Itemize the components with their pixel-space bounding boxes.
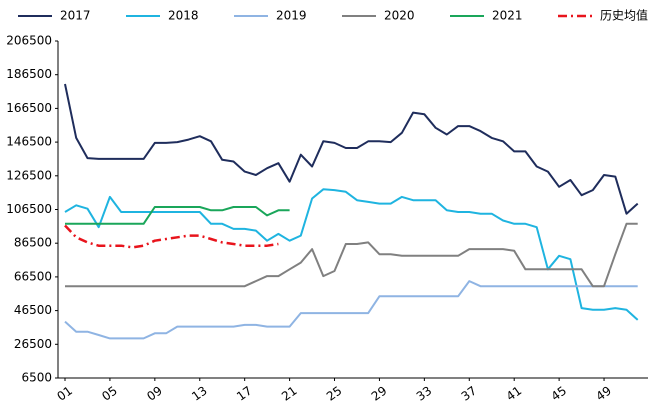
y-tick-label: 206500 [6, 34, 52, 48]
x-tick-label: 29 [369, 383, 390, 403]
x-tick-label: 13 [189, 383, 210, 403]
x-tick-label: 25 [324, 383, 345, 403]
y-tick-label: 106500 [6, 202, 52, 216]
x-tick-label: 01 [54, 383, 75, 403]
legend-label: 2018 [168, 9, 199, 23]
legend-label: 2019 [276, 9, 307, 23]
x-tick-label: 09 [144, 383, 165, 403]
x-tick-label: 33 [414, 383, 435, 403]
legend-label: 历史均值 [600, 8, 648, 23]
x-tick-label: 45 [549, 383, 570, 403]
y-tick-label: 46500 [14, 303, 52, 317]
x-tick-label: 37 [459, 383, 480, 403]
y-tick-label: 26500 [14, 337, 52, 351]
x-tick-label: 49 [593, 383, 614, 403]
y-tick-label: 66500 [14, 269, 52, 283]
legend-label: 2020 [384, 9, 415, 23]
series-line [64, 83, 639, 215]
x-tick-label: 21 [279, 383, 300, 403]
series-line [65, 222, 638, 288]
y-tick-label: 86500 [14, 236, 52, 250]
x-tick-label: 05 [99, 383, 120, 403]
series-line [65, 206, 290, 225]
series-line [64, 280, 638, 340]
legend-label: 2021 [492, 9, 523, 23]
y-tick-label: 146500 [6, 135, 52, 149]
legend-label: 2017 [60, 9, 91, 23]
y-tick-label: 6500 [21, 371, 52, 385]
series-line [64, 188, 639, 321]
y-tick-label: 126500 [6, 168, 52, 182]
x-tick-label: 41 [504, 383, 525, 403]
y-tick-label: 166500 [6, 101, 52, 115]
y-tick-label: 186500 [6, 67, 52, 81]
x-tick-label: 17 [234, 383, 255, 403]
series-line [64, 224, 279, 249]
